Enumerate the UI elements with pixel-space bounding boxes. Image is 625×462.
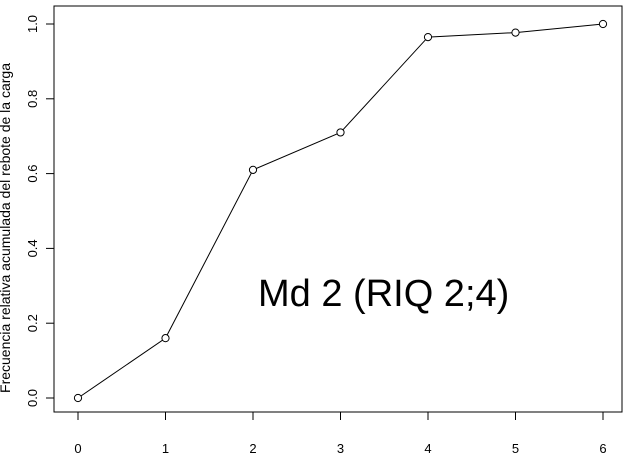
x-axis: 0 1 2 3 4 5 6 [74, 411, 607, 456]
plot-frame [53, 5, 623, 413]
y-tick-label: 1.0 [25, 15, 40, 33]
x-tick-label: 6 [599, 441, 606, 456]
x-tick-label: 2 [249, 441, 256, 456]
series-line [77, 23, 604, 399]
data-point [248, 165, 258, 174]
data-point [161, 334, 170, 343]
data-point [511, 28, 520, 37]
x-tick-label: 0 [74, 441, 81, 456]
y-tick-label: 0.2 [25, 314, 40, 332]
y-tick-label: 0.8 [25, 90, 40, 108]
y-tick-label: 0.0 [25, 389, 40, 407]
data-point [336, 128, 345, 137]
data-point [73, 393, 83, 403]
data-point [423, 32, 433, 42]
annotation-median-iqr: Md 2 (RIQ 2;4) [258, 273, 509, 315]
data-points [73, 19, 608, 403]
y-tick-label: 0.6 [25, 165, 40, 183]
y-axis: 0.0 0.2 0.4 0.6 0.8 1.0 [25, 15, 55, 407]
x-tick-label: 5 [512, 441, 519, 456]
data-point [598, 19, 608, 29]
x-tick-label: 3 [337, 441, 344, 456]
y-axis-label: Frecuencia relativa acumulada del rebote… [0, 63, 13, 393]
x-tick-label: 4 [424, 441, 431, 456]
y-tick-label: 0.4 [25, 239, 40, 257]
x-tick-label: 1 [162, 441, 169, 456]
